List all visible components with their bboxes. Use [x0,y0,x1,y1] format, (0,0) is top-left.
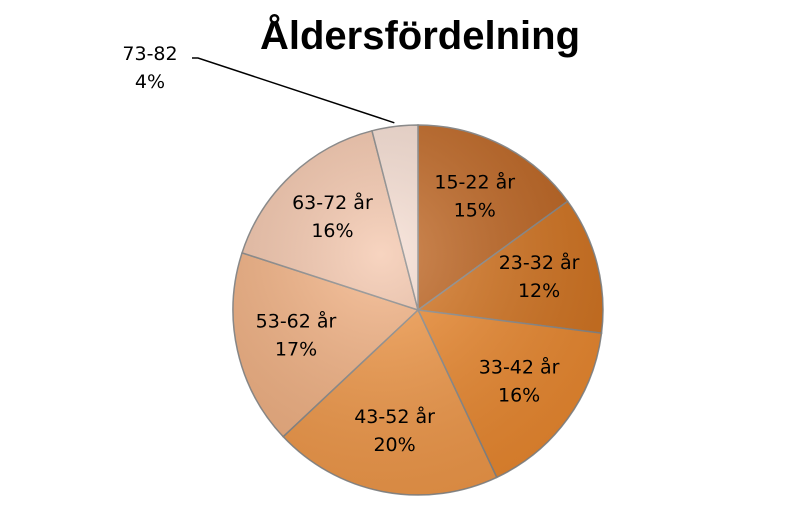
slice-label-group-3: 33-42 år 16% [479,355,560,406]
chart-title: Åldersfördelning [259,14,581,58]
leader-line [192,57,395,124]
labels-layer: 15-22 år 15% 23-32 år 12% 33-42 år 16% 43-52 å… [122,43,579,456]
slice-category-label: 23-32 år [499,251,580,274]
slice-label-group-1: 15-22 år 15% [434,171,515,222]
slice-value-label: 12% [518,280,560,302]
slice-value-label: 4% [135,71,165,93]
slice-category-label: 43-52 år [354,405,435,428]
slice-label-group-6: 63-72 år 16% [292,191,373,242]
slice-value-label: 16% [498,384,540,406]
slice-label-group-2: 23-32 år 12% [499,251,580,302]
slice-label-group-4: 43-52 år 20% [354,405,435,456]
slice-value-label: 17% [275,338,317,360]
slice-value-label: 20% [373,434,415,456]
slice-category-label: 63-72 år [292,191,373,214]
slice-value-label: 15% [454,200,496,222]
slice-category-label: 53-62 år [256,309,337,332]
slice-category-label: 15-22 år [434,171,515,194]
slice-label-group-7: 73-82 4% [122,43,395,124]
slice-value-label: 16% [311,220,353,242]
slice-label-group-5: 53-62 år 17% [256,309,337,360]
slice-category-label: 73-82 [122,43,177,65]
slice-category-label: 33-42 år [479,355,560,378]
